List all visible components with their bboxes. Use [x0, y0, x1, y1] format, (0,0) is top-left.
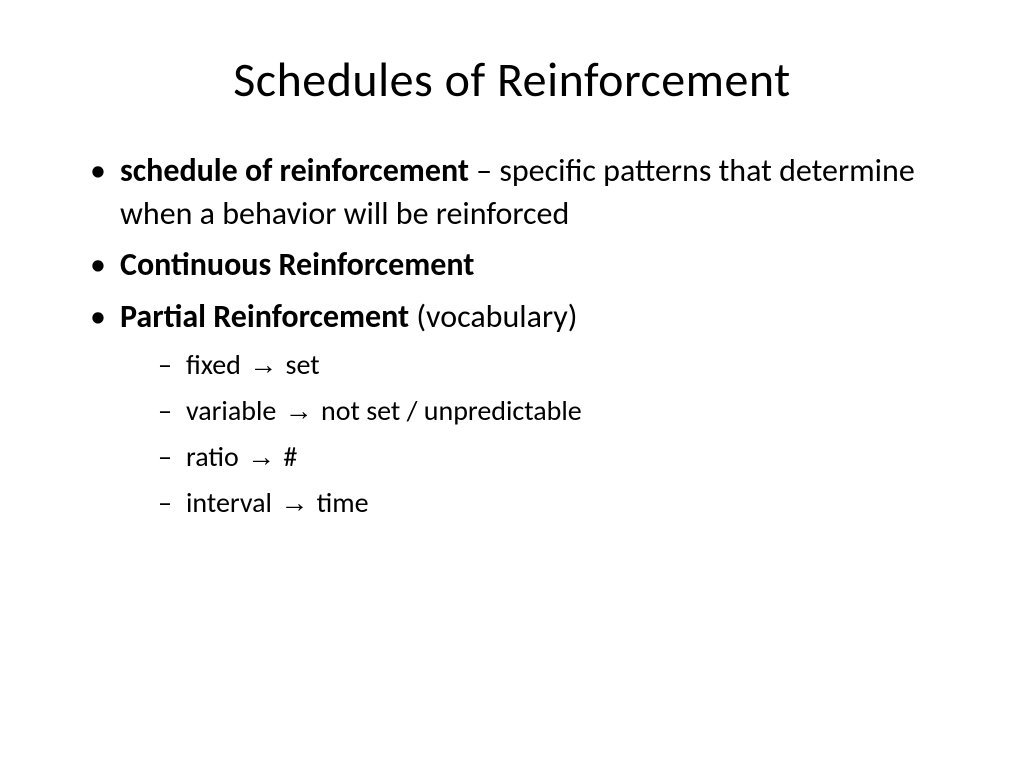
sub-item-fixed: fixed → set	[158, 344, 964, 386]
sub-def-3: #	[283, 439, 297, 474]
sub-item-interval: interval → time	[158, 482, 964, 524]
bullet-item-1: schedule of reinforcement – specific pat…	[90, 149, 964, 235]
bullet-rest-3: (vocabulary)	[409, 297, 577, 336]
sub-def-4: time	[317, 485, 369, 520]
arrow-icon: →	[280, 482, 308, 524]
bullet-bold-3: Partial Reinforcement	[120, 297, 409, 336]
sub-bullet-list: fixed → set variable → not set / unpredi…	[120, 344, 964, 524]
bullet-bold-2: Continuous Reinforcement	[120, 245, 474, 284]
sub-term-2: variable	[186, 393, 276, 428]
bullet-item-2: Continuous Reinforcement	[90, 243, 964, 286]
sub-item-ratio: ratio → #	[158, 436, 964, 478]
bullet-list: schedule of reinforcement – specific pat…	[60, 149, 964, 524]
sub-term-1: fixed	[186, 347, 241, 382]
arrow-icon: →	[249, 344, 277, 386]
sub-term-4: interval	[186, 485, 272, 520]
sub-term-3: ratio	[186, 439, 239, 474]
sub-def-2: not set / unpredictable	[321, 393, 582, 428]
slide-title: Schedules of Reinforcement	[60, 50, 964, 109]
sub-def-1: set	[286, 347, 320, 382]
sub-item-variable: variable → not set / unpredictable	[158, 390, 964, 432]
arrow-icon: →	[285, 390, 313, 432]
bullet-bold-1: schedule of reinforcement	[120, 151, 469, 190]
bullet-item-3: Partial Reinforcement (vocabulary) fixed…	[90, 295, 964, 524]
arrow-icon: →	[247, 436, 275, 478]
